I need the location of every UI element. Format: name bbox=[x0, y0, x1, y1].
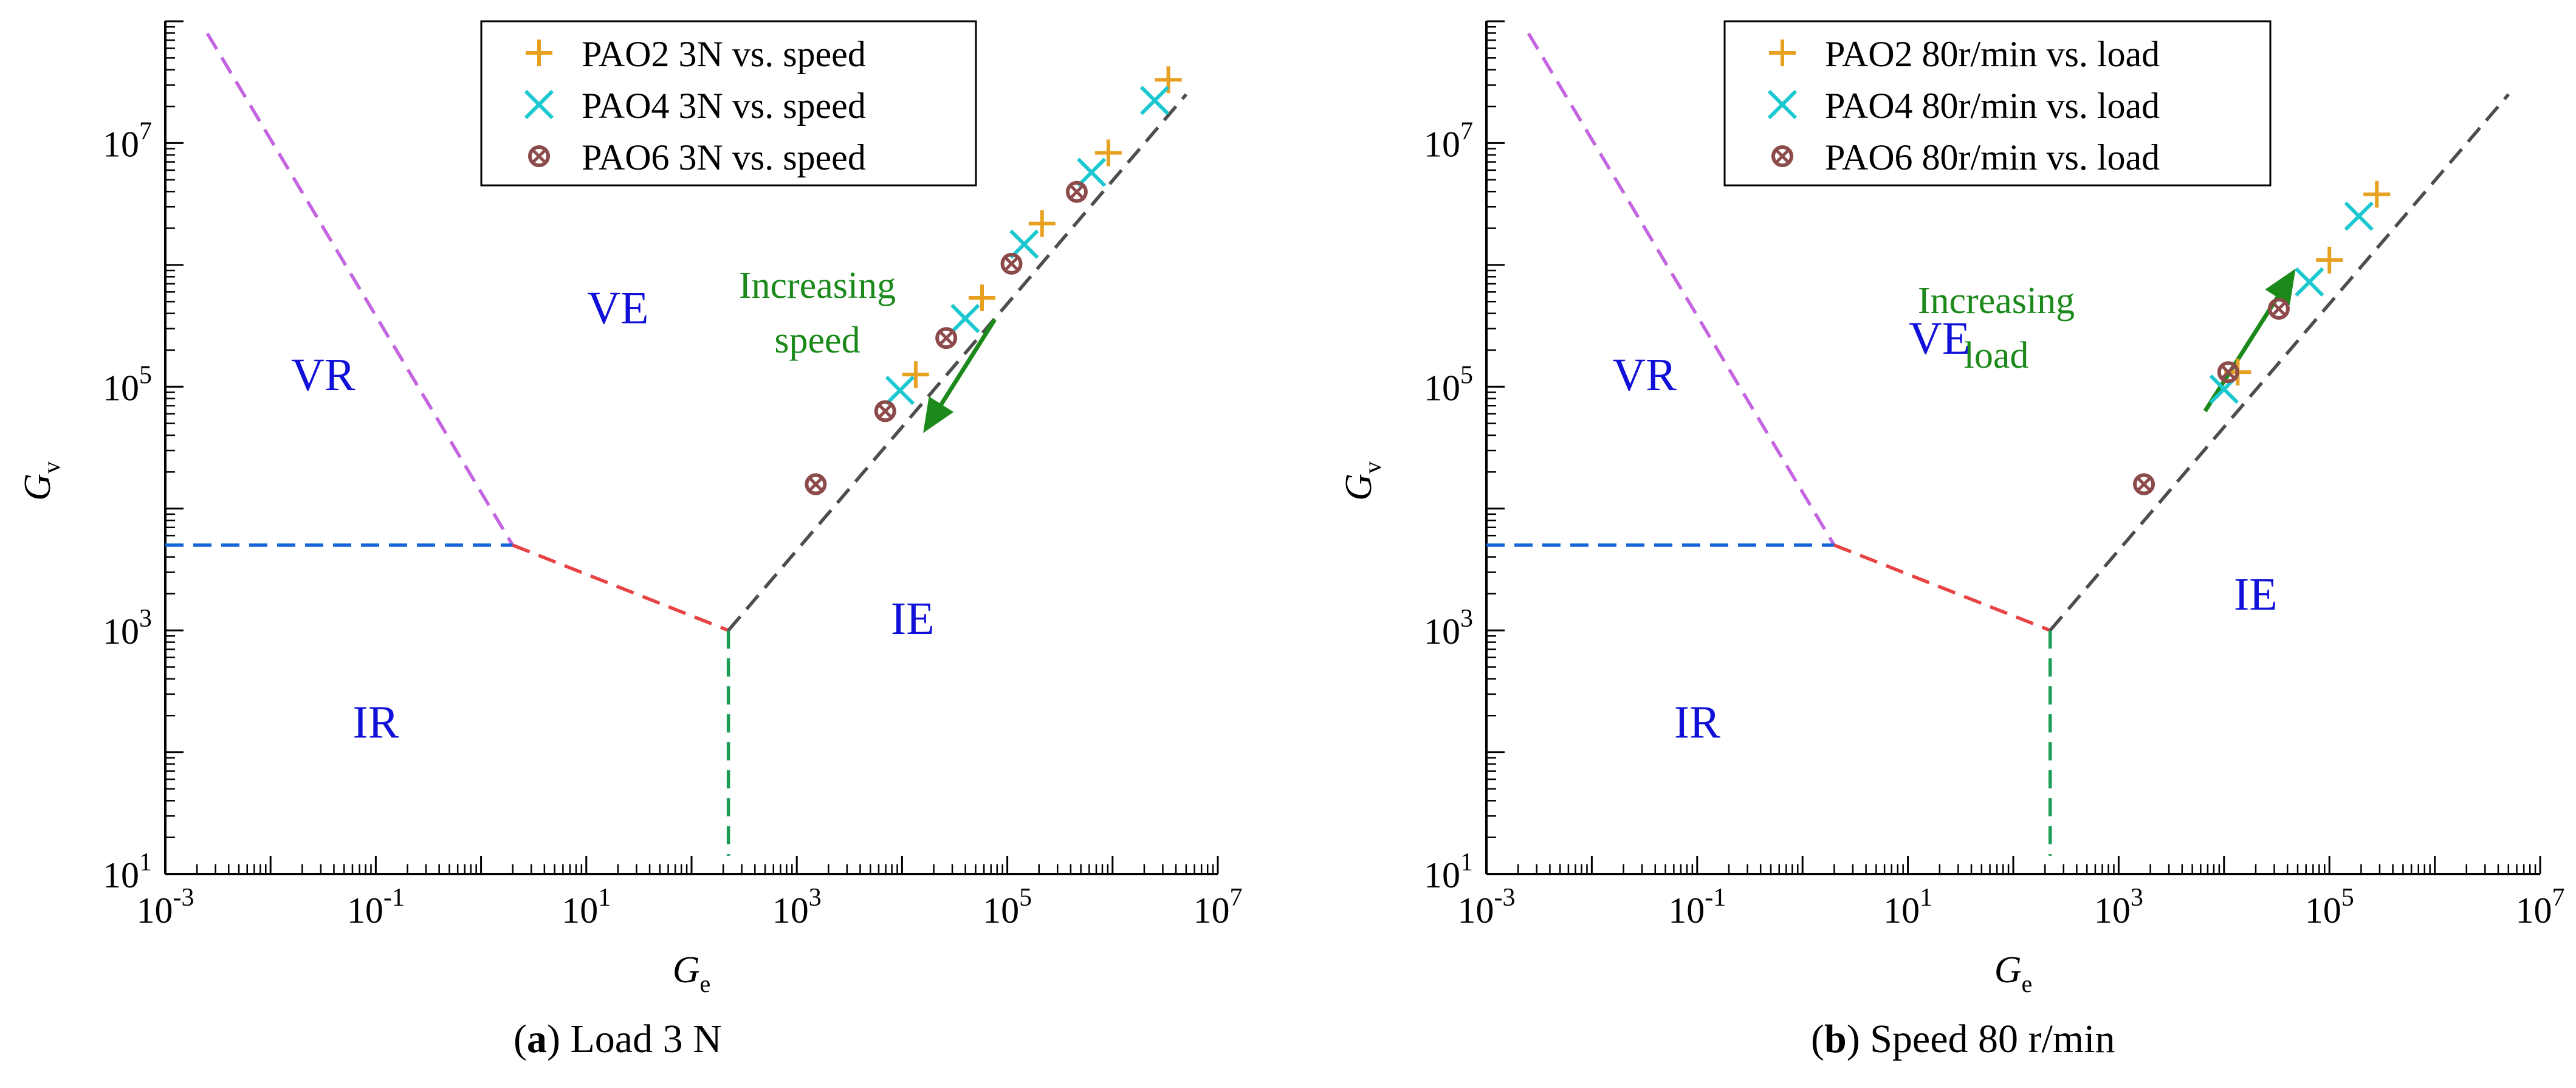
x-tick-label: 101 bbox=[1883, 884, 1932, 931]
legend-marker bbox=[524, 89, 554, 120]
y-tick-label: 107 bbox=[1424, 117, 1473, 164]
legend: PAO2 80r/min vs. load PAO4 80r/min vs. lo… bbox=[1723, 20, 2272, 187]
arrow-label-line: load bbox=[1964, 335, 2029, 376]
data-point bbox=[2267, 298, 2290, 320]
x-tick-label: 10-3 bbox=[137, 884, 194, 931]
data-point bbox=[1077, 157, 1107, 187]
legend-marker bbox=[528, 145, 550, 167]
x-tick-label: 105 bbox=[2305, 884, 2354, 931]
data-point bbox=[885, 376, 915, 405]
ve-ie-boundary-line bbox=[727, 93, 1188, 632]
x-tick-label: 103 bbox=[772, 884, 822, 931]
y-tick-label: 101 bbox=[103, 849, 152, 895]
caption-a: (a) Load 3 N bbox=[513, 1017, 722, 1061]
regime-label-ie: IE bbox=[891, 593, 935, 644]
data-point bbox=[2217, 361, 2239, 384]
ir-boundary-line bbox=[512, 543, 729, 632]
data-point bbox=[1094, 139, 1122, 167]
series-circx bbox=[2133, 298, 2290, 495]
y-tick-label: 103 bbox=[1424, 605, 1473, 652]
x-tick-label: 107 bbox=[2516, 884, 2565, 931]
regime-label-ir: IR bbox=[1674, 697, 1720, 748]
data-point bbox=[2133, 473, 2155, 495]
series-circx bbox=[805, 181, 1088, 495]
legend-marker bbox=[1767, 89, 1798, 120]
x-tick-label: 10-1 bbox=[1668, 884, 1726, 931]
y-tick-label: 107 bbox=[103, 117, 152, 164]
legend-marker bbox=[1771, 145, 1793, 167]
data-point bbox=[950, 303, 980, 334]
data-point bbox=[1000, 252, 1023, 275]
y-axis-title: Gv bbox=[17, 461, 65, 501]
regime-label-ir: IR bbox=[352, 697, 399, 748]
legend-box bbox=[1723, 20, 2272, 187]
ve-ie-boundary-line bbox=[2049, 93, 2510, 632]
legend-entry-label: PAO2 3N vs. speed bbox=[582, 34, 866, 74]
series-x bbox=[885, 86, 1170, 405]
data-point bbox=[902, 361, 929, 388]
regime-label-vr: VR bbox=[291, 349, 355, 401]
data-point bbox=[2295, 267, 2324, 297]
legend-box bbox=[480, 20, 977, 187]
data-point bbox=[1065, 181, 1088, 203]
data-point bbox=[1009, 229, 1039, 259]
chart-panel-a: 10-3 10-1 101 103 105 107 101 103 105 107 Ge Gv VR VE… bbox=[17, 20, 1243, 997]
x-tick-label: 103 bbox=[2094, 884, 2143, 931]
arrow-label-line: speed bbox=[774, 320, 860, 361]
regime-label-ie: IE bbox=[2234, 569, 2278, 620]
data-point bbox=[1139, 86, 1170, 115]
x-tick-label: 101 bbox=[562, 884, 611, 931]
ir-boundary-line bbox=[1833, 543, 2051, 632]
legend: PAO2 3N vs. speed PAO4 3N vs. speed PAO6 3… bbox=[480, 20, 977, 187]
regime-label-ve: VE bbox=[1909, 313, 1970, 364]
x-axis-title: Ge bbox=[673, 949, 711, 997]
x-tick-label: 107 bbox=[1194, 884, 1243, 931]
legend-entry-label: PAO4 3N vs. speed bbox=[582, 86, 866, 126]
caption-b: (b) Speed 80 r/min bbox=[1811, 1017, 2115, 1061]
chart-panel-b: 10-3 10-1 101 103 105 107 101 103 105 107 Ge Gv VR VE… bbox=[1338, 20, 2565, 997]
x-tick-label: 105 bbox=[983, 884, 1032, 931]
y-tick-label: 103 bbox=[103, 605, 152, 652]
arrow-label-line: Increasing bbox=[739, 265, 896, 306]
vr-boundary-line bbox=[1527, 32, 1836, 546]
series-x bbox=[2209, 201, 2374, 404]
x-tick-label: 10-1 bbox=[347, 884, 405, 931]
arrow-label-line: Increasing bbox=[1918, 280, 2075, 322]
legend-entry-label: PAO2 80r/min vs. load bbox=[1825, 34, 2160, 74]
regime-label-vr: VR bbox=[1612, 349, 1677, 401]
y-tick-label: 105 bbox=[103, 361, 152, 408]
data-point bbox=[874, 400, 896, 422]
vr-boundary-line bbox=[205, 32, 514, 546]
x-axis-title: Ge bbox=[1994, 949, 2033, 997]
y-tick-label: 105 bbox=[1424, 361, 1473, 408]
increasing-arrow bbox=[923, 318, 997, 433]
legend-entry-label: PAO6 3N vs. speed bbox=[582, 137, 866, 177]
legend-marker bbox=[526, 40, 552, 66]
data-point bbox=[935, 327, 958, 349]
regime-label-ve: VE bbox=[587, 283, 648, 334]
legend-entry-label: PAO6 80r/min vs. load bbox=[1825, 137, 2160, 177]
data-point bbox=[1028, 210, 1056, 237]
series-plus bbox=[902, 66, 1182, 388]
legend-entry-label: PAO4 80r/min vs. load bbox=[1825, 86, 2160, 126]
y-tick-label: 101 bbox=[1424, 849, 1473, 895]
data-point bbox=[2316, 246, 2343, 274]
data-point bbox=[2363, 181, 2391, 208]
legend-marker bbox=[1769, 40, 1796, 66]
data-point bbox=[805, 473, 827, 495]
increasing-arrow bbox=[2203, 268, 2296, 413]
data-point bbox=[2344, 201, 2374, 231]
y-axis-title: Gv bbox=[1338, 461, 1386, 501]
data-point bbox=[969, 284, 996, 311]
x-tick-label: 10-3 bbox=[1458, 884, 1516, 931]
